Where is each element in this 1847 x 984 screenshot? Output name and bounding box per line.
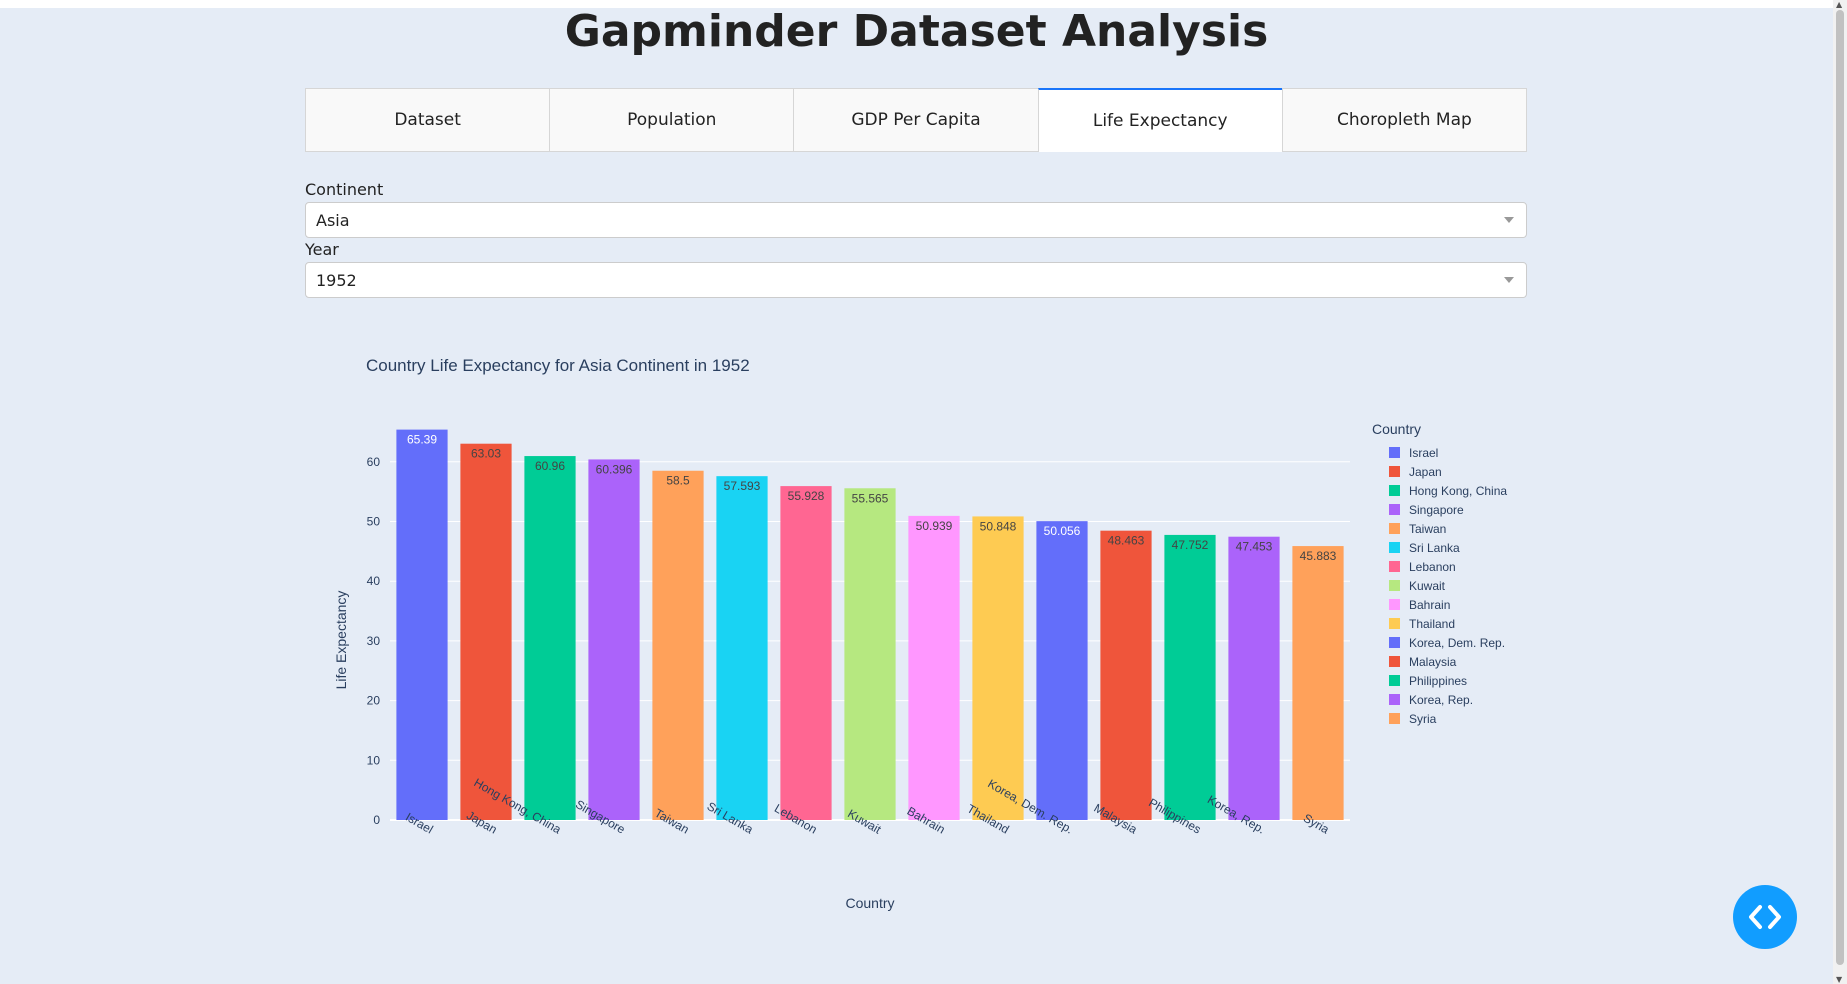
legend-swatch [1389,447,1400,458]
legend-item: Taiwan [1409,522,1446,536]
bar [652,470,704,820]
legend-item: Philippines [1409,674,1467,688]
data-label: 48.463 [1108,534,1145,548]
legend-swatch [1389,466,1400,477]
bar [1164,534,1216,820]
chevron-down-icon[interactable] [1504,217,1514,223]
bar [1292,546,1344,820]
legend-swatch [1389,675,1400,686]
year-value: 1952 [316,270,357,290]
data-label: 65.39 [407,433,437,447]
tab-population[interactable]: Population [549,88,794,152]
y-axis-label: Life Expectancy [333,591,349,690]
legend-item: Japan [1409,465,1442,479]
code-brackets-icon [1749,905,1781,929]
legend-swatch [1389,618,1400,629]
legend-swatch [1389,561,1400,572]
legend-item: Bahrain [1409,598,1450,612]
bar [908,515,960,820]
legend-swatch [1389,485,1400,496]
data-label: 55.565 [852,491,889,505]
year-dropdown[interactable]: 1952 [305,262,1527,298]
data-label: 50.056 [1044,524,1081,538]
data-label: 55.928 [788,489,825,503]
tab-gdp-per-capita[interactable]: GDP Per Capita [793,88,1038,152]
scrollbar-thumb[interactable] [1836,10,1844,965]
bar [716,476,768,820]
legend-swatch [1389,637,1400,648]
data-label: 60.396 [596,462,633,476]
vertical-scrollbar[interactable]: ▲ ▼ [1833,0,1847,984]
legend-item: Malaysia [1409,655,1457,669]
chart-title: Country Life Expectancy for Asia Contine… [366,356,750,375]
legend-item: Singapore [1409,503,1464,517]
data-label: 50.939 [916,519,953,533]
tab-life-expectancy[interactable]: Life Expectancy [1037,88,1282,152]
data-label: 47.752 [1172,538,1209,552]
legend-item: Israel [1409,446,1438,460]
legend-swatch [1389,580,1400,591]
code-toggle-button[interactable] [1733,885,1797,949]
legend-item: Sri Lanka [1409,541,1460,555]
legend-item: Korea, Rep. [1409,693,1473,707]
x-axis-label: Country [845,895,894,911]
data-label: 60.96 [535,459,565,473]
legend-swatch [1389,599,1400,610]
legend-item: Hong Kong, China [1409,484,1507,498]
year-label: Year [305,240,339,259]
continent-label: Continent [305,180,384,199]
legend-swatch [1389,523,1400,534]
chevron-down-icon[interactable] [1504,277,1514,283]
data-label: 50.848 [980,519,1017,533]
legend-item: Korea, Dem. Rep. [1409,636,1505,650]
bar [396,429,448,820]
scroll-down-icon[interactable]: ▼ [1836,975,1843,984]
bar [972,516,1024,820]
y-tick-label: 40 [367,574,381,588]
data-label: 57.593 [724,479,761,493]
continent-value: Asia [316,210,350,230]
bar [1100,530,1152,820]
bar [844,488,896,820]
legend-swatch [1389,542,1400,553]
legend-swatch [1389,694,1400,705]
y-tick-label: 10 [367,753,381,767]
y-tick-label: 0 [373,813,380,827]
legend-swatch [1389,656,1400,667]
bar [460,443,512,820]
y-tick-label: 20 [367,694,381,708]
data-label: 47.453 [1236,540,1273,554]
tab-choropleth-map[interactable]: Choropleth Map [1281,88,1528,152]
legend-item: Thailand [1409,617,1455,631]
bar [1228,536,1280,820]
page-title: Gapminder Dataset Analysis [564,6,1269,57]
y-tick-label: 30 [367,634,381,648]
top-strip [0,0,1847,8]
legend-item: Kuwait [1409,579,1446,593]
legend-item: Syria [1409,712,1437,726]
data-label: 63.03 [471,447,501,461]
data-label: 58.5 [666,474,690,488]
bar [524,456,576,820]
y-tick-label: 50 [367,514,381,528]
scroll-up-icon[interactable]: ▲ [1836,0,1843,9]
tab-bar: Dataset Population GDP Per Capita Life E… [305,88,1528,152]
bar [780,486,832,820]
tab-dataset[interactable]: Dataset [305,88,550,152]
continent-dropdown[interactable]: Asia [305,202,1527,238]
legend-swatch [1389,713,1400,724]
life-expectancy-bar-chart: Country Life Expectancy for Asia Contine… [333,356,1507,911]
data-label: 45.883 [1300,549,1337,563]
legend-swatch [1389,504,1400,515]
bar [588,459,640,820]
bar [1036,521,1088,820]
legend-item: Lebanon [1409,560,1456,574]
y-tick-label: 60 [367,455,381,469]
legend-title: Country [1372,421,1421,437]
